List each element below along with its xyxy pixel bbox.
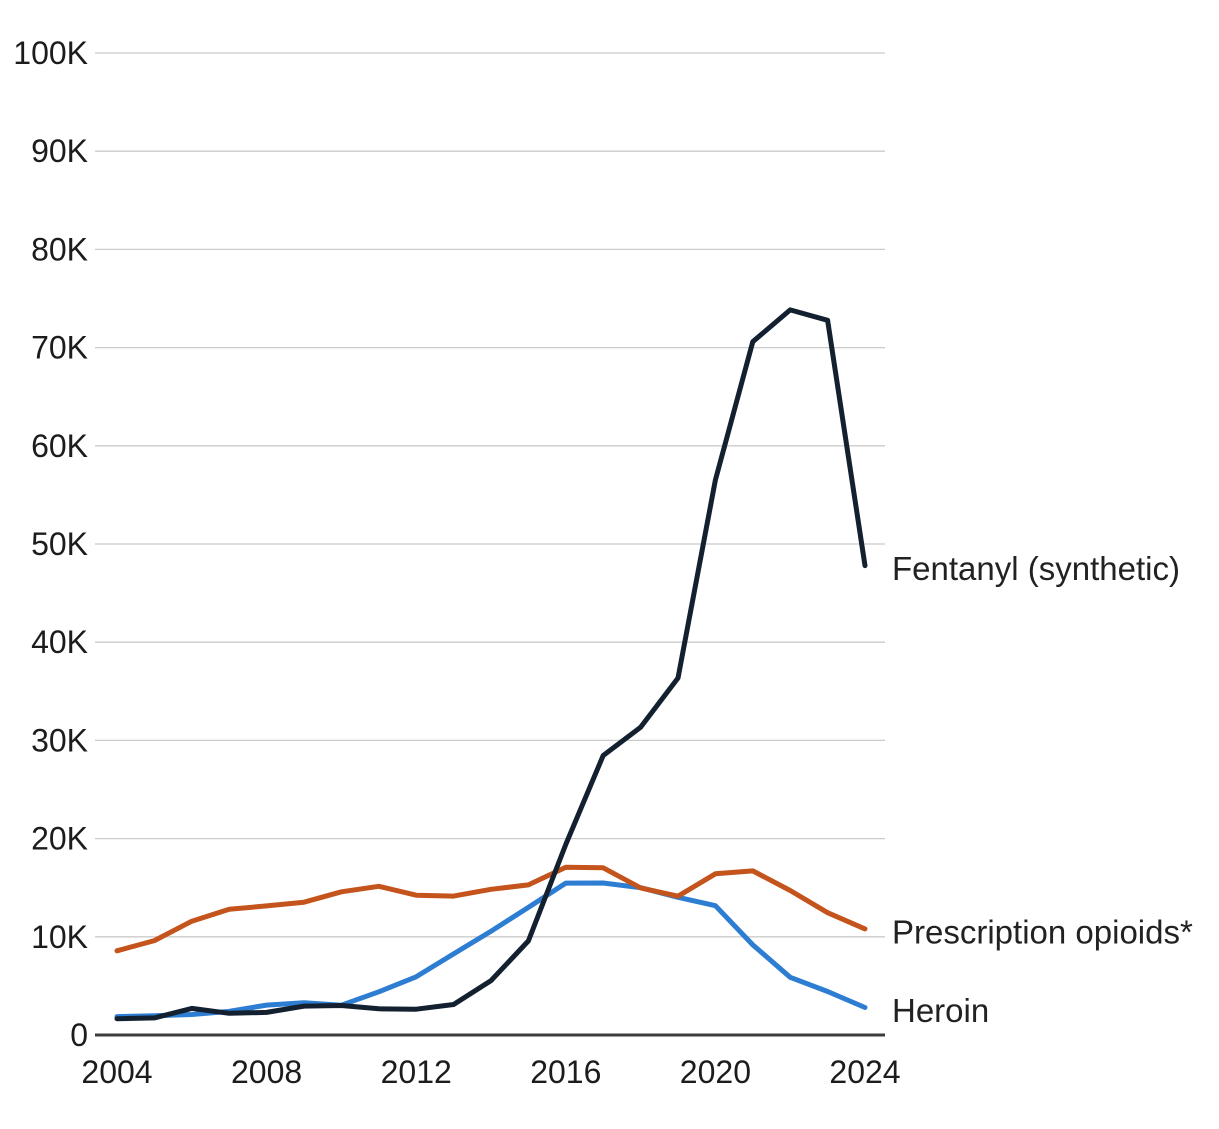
series-label-prescription-opioids: Prescription opioids* [892,913,1193,950]
series-line-prescription-opioids [114,864,868,954]
series-label-heroin: Heroin [892,992,989,1029]
y-axis-tick-label-80K: 80K [31,231,88,267]
y-axis-tick-label-100K: 100K [13,35,88,71]
x-axis-tick-label-2004: 2004 [81,1054,152,1090]
series-line-fentanyl-synthetic [114,307,868,1022]
y-axis-tick-label-70K: 70K [31,330,88,366]
x-axis-tick-label-2020: 2020 [680,1054,751,1090]
y-axis-tick-label-0: 0 [70,1017,88,1053]
x-axis-tick-label-2008: 2008 [231,1054,302,1090]
y-axis-tick-label-50K: 50K [31,526,88,562]
x-axis-tick-label-2012: 2012 [381,1054,452,1090]
series-label-fentanyl-synthetic: Fentanyl (synthetic) [892,550,1180,587]
y-axis-tick-label-10K: 10K [31,919,88,955]
y-axis-tick-label-30K: 30K [31,722,88,758]
y-axis-tick-label-40K: 40K [31,624,88,660]
y-axis-tick-label-60K: 60K [31,428,88,464]
y-axis-tick-label-90K: 90K [31,133,88,169]
y-axis-tick-label-20K: 20K [31,821,88,857]
x-axis-tick-label-2016: 2016 [530,1054,601,1090]
series-line-heroin [114,880,868,1020]
x-axis-tick-label-2024: 2024 [829,1054,900,1090]
